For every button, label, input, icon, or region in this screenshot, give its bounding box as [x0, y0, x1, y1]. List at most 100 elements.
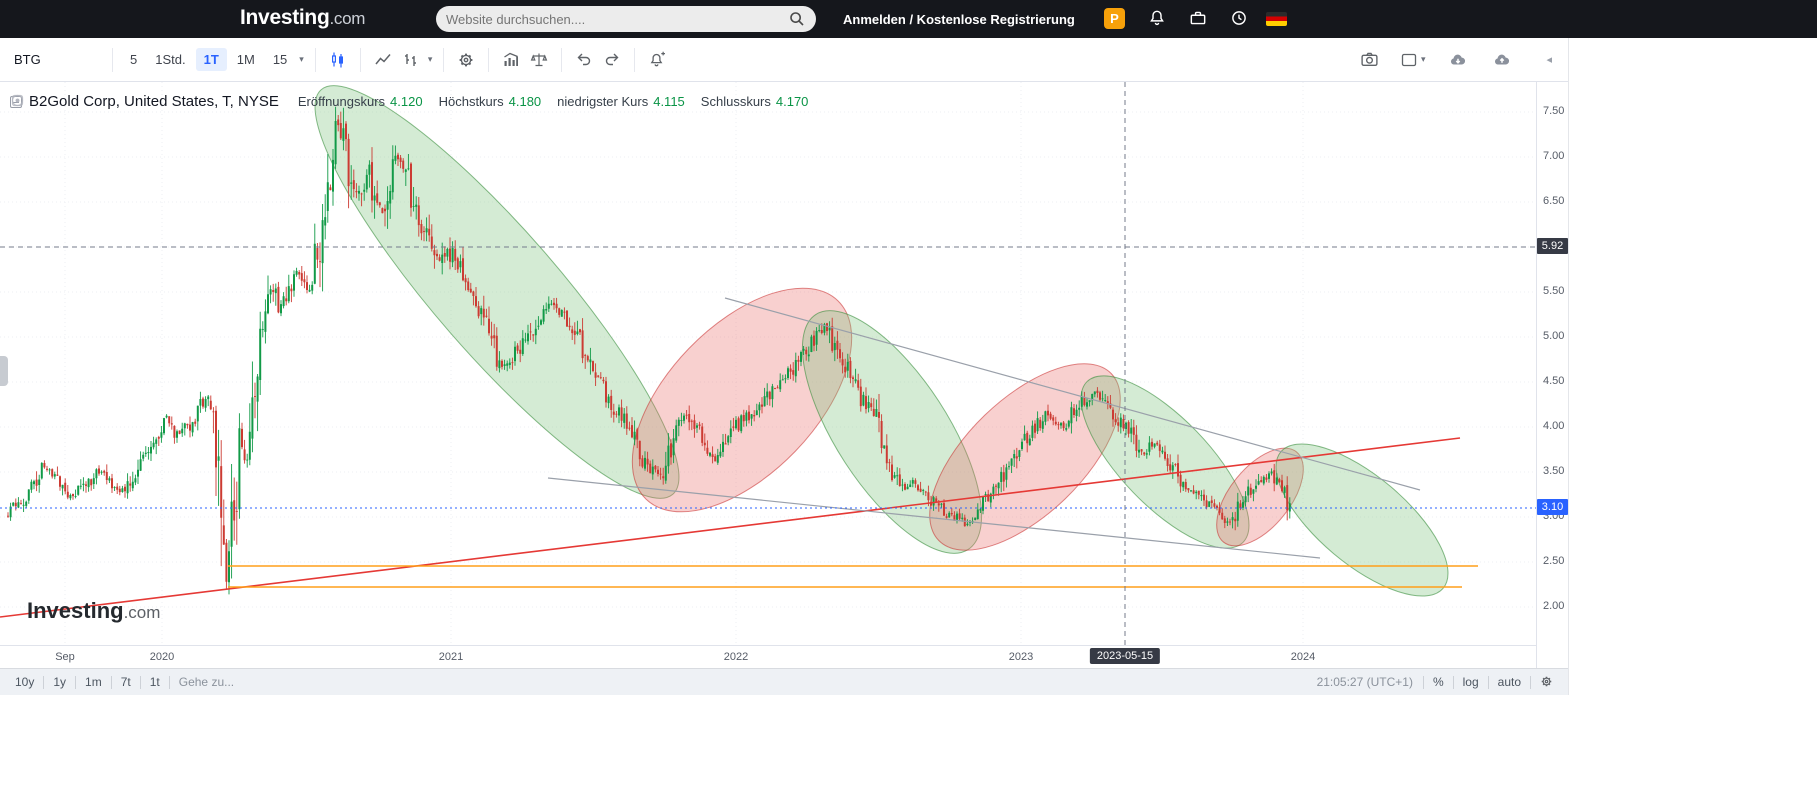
toolbar-separator	[561, 47, 563, 72]
cloud-download-icon	[1451, 54, 1466, 65]
compare-button[interactable]	[525, 46, 553, 74]
interval-1hour-button[interactable]: 1Std.	[155, 52, 186, 67]
footer-clock: 21:05:27 (UTC+1)	[1316, 675, 1413, 689]
toolbar-right-group: ▾ ◂	[1356, 46, 1552, 74]
time-axis-label: 2024	[1290, 651, 1316, 663]
load-layout-button[interactable]	[1444, 46, 1472, 74]
language-flag-de-icon[interactable]	[1266, 12, 1287, 26]
interval-1day-button[interactable]: 1T	[195, 48, 227, 71]
footer-separator	[1422, 675, 1424, 689]
snapshot-button[interactable]	[1356, 46, 1384, 74]
toolbar-separator	[443, 47, 445, 72]
layout-select[interactable]: ▾	[1400, 51, 1429, 69]
price-axis-label: 3.50	[1543, 465, 1565, 477]
range-10y-button[interactable]: 10y	[15, 675, 35, 689]
interval-custom-button[interactable]: 15	[272, 52, 288, 67]
toolbar-separator	[488, 47, 490, 72]
up-candle-bodies[interactable]	[9, 121, 1291, 583]
portfolio-briefcase-icon[interactable]	[1188, 8, 1208, 28]
layout-dropdown-caret-icon: ▾	[1420, 54, 1426, 64]
toolbar-separator	[359, 47, 361, 72]
log-scale-button[interactable]: log	[1462, 675, 1479, 689]
interval-5min-button[interactable]: 5	[130, 52, 138, 67]
toolbar-separator	[314, 47, 316, 72]
ohlc-bars-icon	[404, 53, 416, 66]
footer-separator	[43, 675, 45, 689]
notifications-bell-icon[interactable]	[1147, 8, 1167, 28]
range-1y-button[interactable]: 1y	[53, 675, 67, 689]
range-1m-button[interactable]: 1m	[85, 675, 102, 689]
instrument-title[interactable]: B2Gold Corp, United States, T, NYSE	[29, 93, 279, 110]
layout-rect-icon	[1401, 53, 1417, 66]
trend-ellipse-green[interactable]	[1253, 418, 1472, 622]
ohlc-readout: Eröffnungskurs 4.120 Höchstkurs 4.180 nied…	[298, 94, 809, 109]
price-axis-label: 7.00	[1543, 150, 1565, 162]
percent-scale-button[interactable]: %	[1432, 675, 1444, 689]
chart-style-bars-button[interactable]	[397, 46, 425, 74]
down-candle-wicks[interactable]	[7, 111, 1288, 590]
scales-icon	[531, 53, 548, 66]
down-candle-bodies[interactable]	[7, 119, 1289, 582]
footer-separator	[110, 675, 112, 689]
chart-settings-button[interactable]	[452, 46, 480, 74]
site-logo[interactable]: Investing.com	[240, 6, 365, 30]
price-axis-label: 4.00	[1543, 420, 1565, 432]
price-axis[interactable]: 7.507.006.506.005.505.004.504.003.503.00…	[1536, 82, 1568, 668]
up-candle-wicks[interactable]	[10, 106, 1291, 595]
range-1d-button[interactable]: 1t	[149, 675, 160, 689]
chart-watermark: Investing.com	[27, 598, 161, 623]
undo-arrow-icon	[577, 53, 591, 65]
chart-legend: B2Gold Corp, United States, T, NYSE Eröf…	[10, 93, 808, 110]
symbol-search-button[interactable]: BTG	[14, 52, 41, 67]
alert-bell-plus-icon	[650, 51, 666, 66]
interval-dropdown-caret-icon[interactable]: ▾	[299, 54, 304, 64]
trend-ellipse-red[interactable]	[593, 249, 891, 550]
interval-1month-button[interactable]: 1M	[236, 52, 255, 67]
footer-separator	[75, 675, 77, 689]
logo-suffix: .com	[329, 9, 366, 28]
price-axis-label: 6.50	[1543, 195, 1565, 207]
time-axis-label: Sep	[55, 651, 75, 663]
axis-settings-button[interactable]	[1531, 675, 1562, 689]
toolbar-separator	[634, 47, 636, 72]
candlestick-icon	[331, 52, 343, 67]
goto-date-button[interactable]: Gehe zu...	[178, 675, 235, 689]
trend-ellipse-green[interactable]	[769, 284, 1015, 580]
trendline-gray[interactable]	[724, 297, 1421, 491]
recent-quotes-clock-icon[interactable]	[1229, 8, 1249, 28]
chart-plot-area[interactable]: B2Gold Corp, United States, T, NYSE Eröf…	[0, 82, 1536, 645]
save-layout-button[interactable]	[1488, 46, 1516, 74]
camera-icon	[1361, 52, 1379, 66]
undo-button[interactable]	[570, 46, 598, 74]
search-icon[interactable]	[788, 10, 806, 28]
time-axis-label: 2021	[438, 651, 464, 663]
login-register-link[interactable]: Anmelden / Kostenlose Registrierung	[843, 12, 1075, 27]
indicators-button[interactable]	[497, 46, 525, 74]
candlestick-chart[interactable]	[0, 82, 1536, 645]
price-axis-label: 5.00	[1543, 330, 1565, 342]
style-dropdown-caret-icon[interactable]: ▾	[427, 54, 433, 64]
time-axis[interactable]: Sep 2020 2021 2022 2023 2024 2023-05-15	[0, 645, 1536, 668]
chart-style-candles-button[interactable]	[324, 46, 352, 74]
gear-icon	[1541, 676, 1552, 687]
trend-ellipse-red[interactable]	[1200, 433, 1320, 561]
redo-button[interactable]	[598, 46, 626, 74]
trend-ellipse-green[interactable]	[274, 82, 719, 535]
chart-toolbar: BTG 5 1Std. 1T 1M 15 ▾ ▾	[0, 38, 1568, 82]
investing-pro-icon[interactable]: P	[1104, 8, 1125, 29]
create-alert-button[interactable]	[643, 46, 671, 74]
last-price-badge: 3.10	[1537, 499, 1568, 515]
time-axis-label: 2023	[1008, 651, 1034, 663]
auto-scale-button[interactable]: auto	[1497, 675, 1521, 689]
ohlc-close: Schlusskurs 4.170	[700, 94, 809, 109]
left-panel-handle[interactable]	[0, 356, 8, 386]
legend-square-icon[interactable]	[10, 93, 25, 108]
range-7d-button[interactable]: 7t	[120, 675, 131, 689]
trendline-gray[interactable]	[547, 477, 1321, 559]
panel-collapse-icon[interactable]: ◂	[1546, 54, 1552, 66]
search-input[interactable]	[446, 11, 788, 27]
crosshair-price-badge: 5.92	[1537, 238, 1568, 254]
footer-separator	[1487, 675, 1489, 689]
chart-style-line-button[interactable]	[369, 46, 397, 74]
time-axis-label: 2022	[723, 651, 749, 663]
